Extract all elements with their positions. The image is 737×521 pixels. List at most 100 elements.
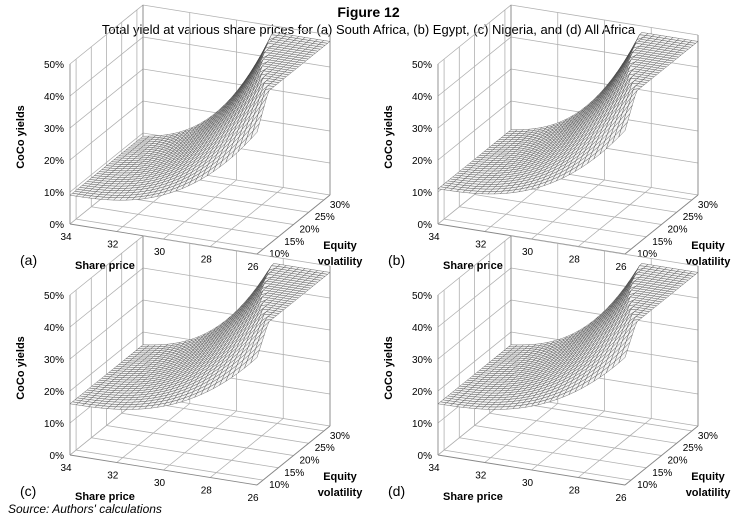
axis-frame-line — [624, 194, 699, 255]
share-price-tick-label: 28 — [569, 486, 581, 497]
share-price-tick-label: 34 — [428, 463, 440, 474]
y-axis-title: CoCo yields — [383, 105, 395, 169]
z-axis-title-line: volatility — [686, 256, 732, 268]
z-axis-title-line: volatility — [318, 487, 364, 499]
volatility-tick-label: 15% — [652, 468, 672, 479]
surface-cell — [618, 122, 628, 138]
yield-tick-label: 50% — [44, 60, 64, 71]
floor-gridline — [209, 418, 284, 478]
yield-tick-label: 20% — [412, 156, 432, 167]
source-note: Source: Authors' calculations — [8, 502, 162, 516]
yield-tick-label: 10% — [44, 188, 64, 199]
share-price-tick-label: 30 — [522, 478, 534, 489]
volatility-tick-label: 10% — [637, 249, 657, 260]
tick-labels: 0%10%20%30%40%50%343230282610%15%20%25%3… — [412, 291, 718, 504]
wall-gridline — [69, 68, 331, 129]
yield-tick-label: 20% — [44, 156, 64, 167]
surface-cell — [618, 349, 628, 364]
panel-label: (b) — [388, 252, 405, 268]
share-price-tick-label: 26 — [615, 262, 627, 273]
chart-panel-b: 0%10%20%30%40%50%343230282610%15%20%25%3… — [383, 4, 732, 273]
yield-tick-label: 10% — [412, 188, 432, 199]
surface-mesh — [437, 263, 699, 410]
z-axis-title-line: Equity — [691, 240, 725, 252]
volatility-tick-label: 30% — [330, 200, 350, 211]
yield-tick-label: 10% — [412, 419, 432, 430]
volatility-tick-label: 10% — [637, 480, 657, 491]
x-axis-title: Share price — [75, 260, 135, 272]
x-axis-title: Share price — [75, 491, 135, 503]
share-price-tick-label: 28 — [201, 486, 213, 497]
axis-frame-line — [437, 454, 626, 486]
share-price-tick-label: 34 — [60, 463, 72, 474]
floor-gridline — [577, 418, 652, 478]
volatility-tick-label: 25% — [683, 443, 703, 454]
share-price-tick-label: 32 — [475, 471, 487, 482]
floor-gridline — [163, 410, 237, 471]
volatility-tick-label: 25% — [315, 443, 335, 454]
volatility-tick-label: 20% — [300, 456, 320, 467]
y-axis-title: CoCo yields — [383, 336, 395, 400]
share-price-tick-label: 32 — [475, 240, 487, 251]
volatility-tick-label: 20% — [300, 225, 320, 236]
axis-frame-line — [69, 454, 258, 486]
floor-gridline — [531, 410, 605, 471]
surface-mesh — [69, 32, 331, 201]
yield-tick-label: 40% — [44, 323, 64, 334]
chart-panel-d: 0%10%20%30%40%50%343230282610%15%20%25%3… — [383, 235, 731, 504]
share-price-tick-label: 30 — [522, 247, 534, 258]
yield-tick-label: 30% — [44, 355, 64, 366]
yield-tick-label: 0% — [50, 220, 65, 231]
panel-label: (c) — [20, 483, 36, 499]
volatility-tick-label: 30% — [698, 200, 718, 211]
yield-tick-label: 0% — [418, 220, 433, 231]
tick-labels: 0%10%20%30%40%50%343230282610%15%20%25%3… — [44, 60, 350, 273]
yield-tick-label: 40% — [412, 323, 432, 334]
yield-tick-label: 30% — [412, 124, 432, 135]
share-price-tick-label: 30 — [154, 247, 166, 258]
surface-cell — [250, 123, 260, 140]
axis-frame-line — [624, 425, 699, 486]
floor-gridline — [209, 187, 284, 247]
share-price-tick-label: 32 — [107, 240, 119, 251]
share-price-tick-label: 26 — [247, 493, 259, 504]
yield-tick-label: 20% — [44, 387, 64, 398]
yield-tick-label: 50% — [412, 291, 432, 302]
tick-labels: 0%10%20%30%40%50%343230282610%15%20%25%3… — [44, 291, 350, 504]
axis-frame-line — [256, 425, 331, 486]
axis-frame-line — [256, 194, 331, 255]
floor-gridline — [484, 403, 559, 463]
surface-cell — [250, 349, 260, 364]
z-axis-title-line: Equity — [323, 471, 357, 483]
z-axis-title-line: volatility — [318, 256, 364, 268]
yield-tick-label: 40% — [412, 92, 432, 103]
yield-tick-label: 0% — [418, 451, 433, 462]
tick-labels: 0%10%20%30%40%50%343230282610%15%20%25%3… — [412, 60, 718, 273]
volatility-tick-label: 15% — [652, 237, 672, 248]
z-axis-title-line: Equity — [323, 240, 357, 252]
volatility-tick-label: 10% — [269, 249, 289, 260]
volatility-tick-label: 15% — [284, 237, 304, 248]
volatility-tick-label: 30% — [698, 431, 718, 442]
yield-tick-label: 40% — [44, 92, 64, 103]
volatility-tick-label: 25% — [683, 212, 703, 223]
share-price-tick-label: 26 — [615, 493, 627, 504]
figure-title: Figure 12 — [337, 4, 400, 20]
yield-tick-label: 50% — [44, 291, 64, 302]
share-price-tick-label: 34 — [428, 232, 440, 243]
yield-tick-label: 20% — [412, 387, 432, 398]
share-price-tick-label: 28 — [201, 255, 213, 266]
yield-tick-label: 30% — [412, 355, 432, 366]
surface-mesh — [69, 263, 331, 410]
volatility-tick-label: 10% — [269, 480, 289, 491]
yield-tick-label: 50% — [412, 60, 432, 71]
surface-mesh — [437, 32, 699, 195]
share-price-tick-label: 30 — [154, 478, 166, 489]
volatility-tick-label: 20% — [668, 456, 688, 467]
share-price-tick-label: 28 — [569, 255, 581, 266]
yield-tick-label: 10% — [44, 419, 64, 430]
figure-subtitle: Total yield at various share prices for … — [101, 22, 636, 37]
z-axis-title-line: Equity — [691, 471, 725, 483]
volatility-tick-label: 25% — [315, 212, 335, 223]
panel-label: (a) — [20, 252, 37, 268]
